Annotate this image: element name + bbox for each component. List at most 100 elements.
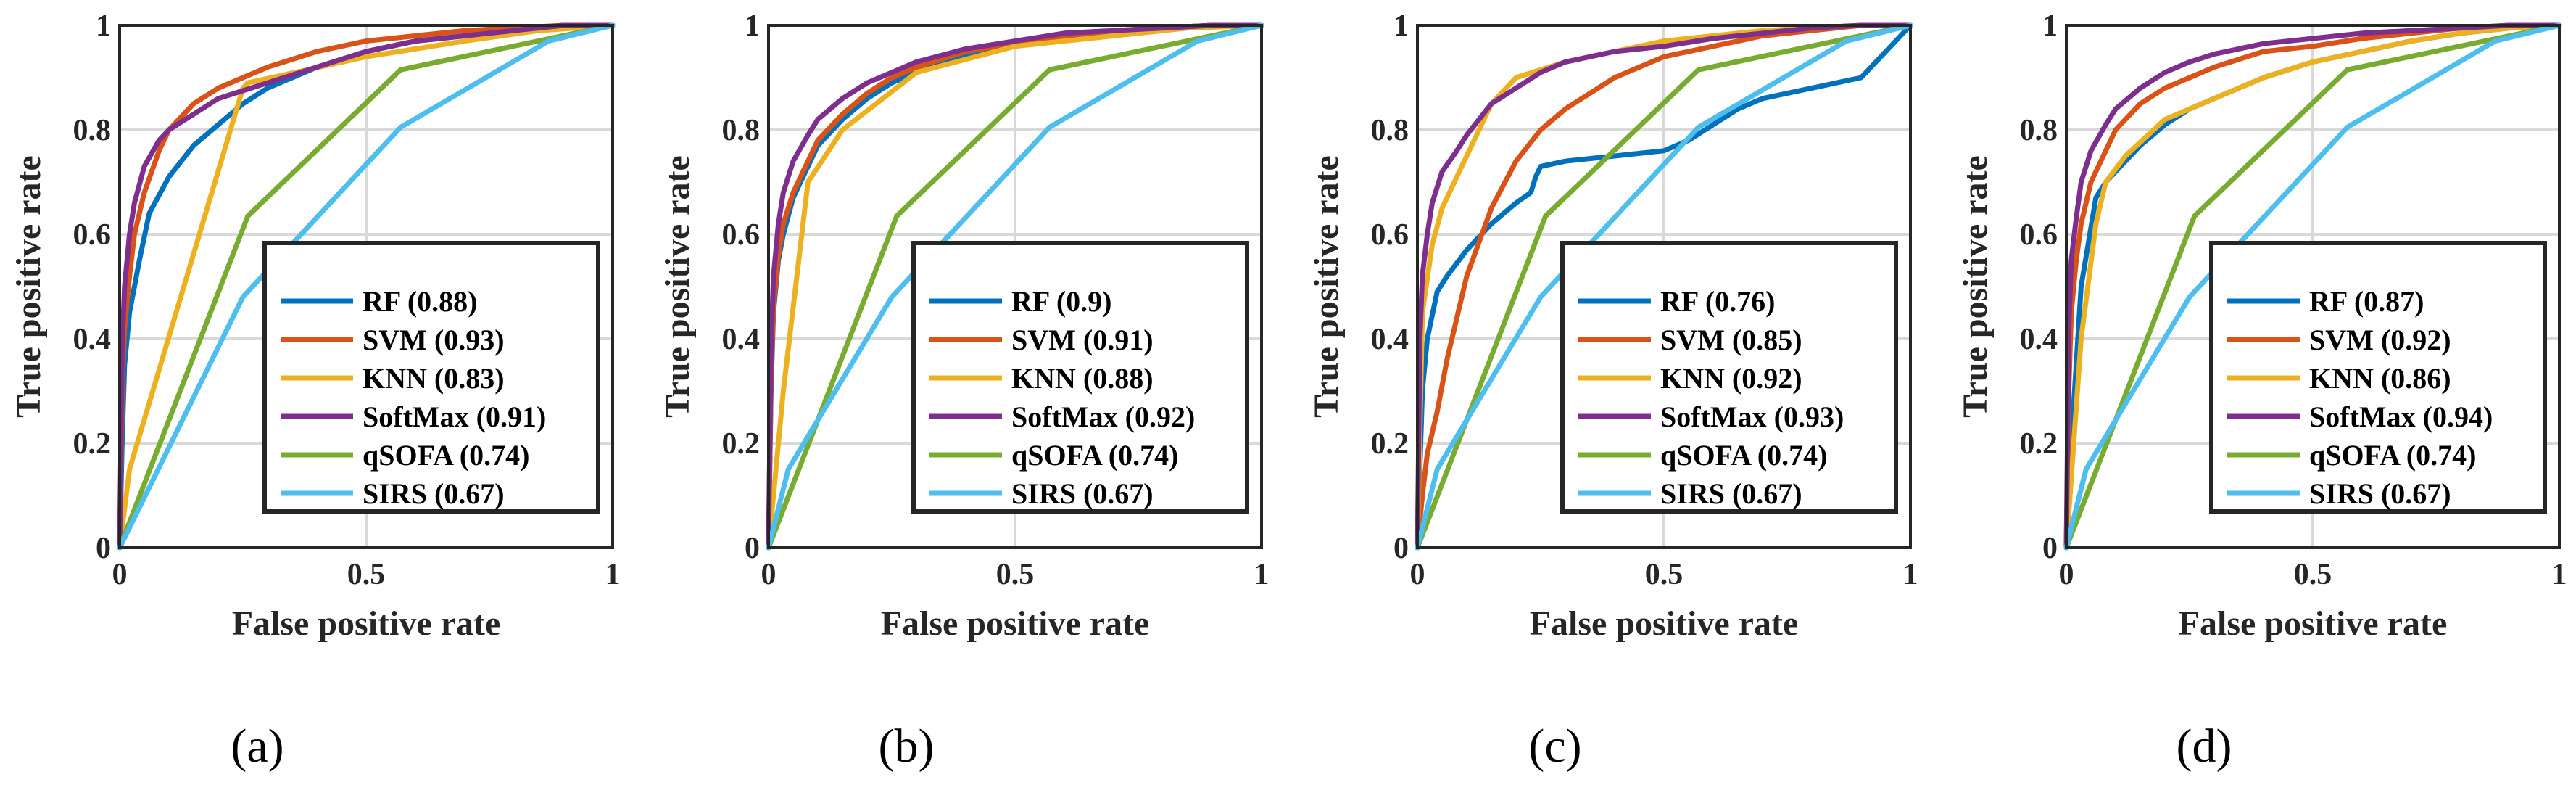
y-tick-label: 0.6 [1371,218,1409,252]
y-tick-label: 1 [96,9,111,43]
series-line-softmax [117,22,616,551]
y-tick-label: 0 [1393,532,1409,565]
x-axis-title: False positive rate [1530,604,1799,643]
y-tick-label: 0.8 [1371,114,1409,147]
y-axis-title: True positive rate [9,155,48,418]
x-axis-title: False positive rate [881,604,1150,643]
x-tick-label: 0.5 [347,558,386,591]
x-tick-label: 0.5 [996,558,1035,591]
series-line-softmax [1415,22,1913,551]
y-tick-label: 0.2 [722,427,761,461]
legend-label-knn: KNN (0.86) [2309,362,2451,395]
y-tick-label: 1 [2042,9,2058,43]
legend-label-rf: RF (0.9) [1011,285,1111,318]
panel-label: (b) [879,720,935,773]
series-line-svm [1415,22,1913,551]
y-tick-label: 0.2 [73,427,112,461]
x-tick-label: 0 [2059,558,2074,591]
legend-label-knn: KNN (0.83) [363,362,505,395]
x-tick-label: 0 [112,558,128,591]
legend-label-softmax: SoftMax (0.94) [2309,400,2493,433]
legend-label-sirs: SIRS (0.67) [1011,477,1154,510]
legend: RF (0.88) SVM (0.93) KNN (0.83) SoftMax (0.… [262,241,600,514]
y-tick-label: 0.6 [2020,218,2058,252]
series-line-sirs [1415,22,1913,551]
series-line-sirs [117,22,616,551]
legend-label-knn: KNN (0.92) [1660,362,1802,395]
legend-label-svm: SVM (0.91) [1011,324,1154,356]
legend-label-qsofa: qSOFA (0.74) [1011,439,1178,472]
y-tick-label: 0.6 [722,218,761,252]
x-tick-label: 0.5 [2294,558,2332,591]
series-line-knn [766,22,1264,551]
y-tick-label: 0.6 [73,218,112,252]
legend-label-sirs: SIRS (0.67) [2309,477,2451,510]
legend-label-rf: RF (0.88) [363,285,477,318]
roc-panel-2: 0 0.5 1 0 0.2 0.4 0.6 0.8 1 False positive rate Tr… [658,9,1270,773]
y-axis-title: True positive rate [658,155,697,418]
axes-box [767,24,1263,549]
x-tick-label: 0 [761,558,776,591]
legend-label-softmax: SoftMax (0.92) [1011,400,1195,433]
series-line-svm [2063,22,2562,551]
x-tick-label: 1 [1254,558,1270,591]
series-line-knn [2063,22,2562,551]
legend-label-qsofa: qSOFA (0.74) [1660,439,1827,472]
series-group [1415,22,1913,551]
x-tick-label: 1 [605,558,621,591]
panel-label: (d) [2177,720,2232,773]
y-axis-title: True positive rate [1307,155,1346,418]
y-tick-label: 0.4 [722,323,761,356]
legend: RF (0.76) SVM (0.85) KNN (0.92) SoftMax (0.… [1560,241,1898,514]
y-tick-label: 0.4 [1371,323,1409,356]
roc-panel-1: 0 0.5 1 0 0.2 0.4 0.6 0.8 1 False positive rate Tr… [9,9,621,773]
y-axis-title: True positive rate [1956,155,1995,418]
legend: RF (0.9) SVM (0.91) KNN (0.88) SoftMax (0.9… [911,241,1249,514]
series-group [766,22,1264,551]
series-line-svm [117,22,616,551]
legend-label-softmax: SoftMax (0.91) [363,400,546,433]
y-tick-label: 1 [1393,9,1409,43]
axes-box [2065,24,2561,549]
x-tick-label: 0 [1410,558,1425,591]
series-line-qsofa [1415,22,1913,551]
series-line-qsofa [766,22,1264,551]
series-group [2063,22,2562,551]
x-axis-title: False positive rate [2179,604,2448,643]
legend-label-sirs: SIRS (0.67) [1660,477,1802,510]
x-tick-label: 1 [1903,558,1918,591]
x-tick-label: 0.5 [1645,558,1683,591]
series-line-sirs [766,22,1264,551]
legend-label-knn: KNN (0.88) [1011,362,1154,395]
legend-label-sirs: SIRS (0.67) [363,477,505,510]
axes-box [118,24,614,549]
legend-label-qsofa: qSOFA (0.74) [363,439,529,472]
series-line-sirs [2063,22,2562,551]
axes-box [1416,24,1912,549]
roc-panel-4: 0 0.5 1 0 0.2 0.4 0.6 0.8 1 False positive rate Tr… [1956,9,2567,773]
y-tick-label: 0.8 [2020,114,2058,147]
series-line-softmax [2063,22,2562,551]
series-group [117,22,616,551]
roc-panel-3: 0 0.5 1 0 0.2 0.4 0.6 0.8 1 False positive rate Tr… [1307,9,1918,773]
y-tick-label: 1 [745,9,760,43]
legend-label-rf: RF (0.76) [1660,285,1775,318]
series-line-rf [1415,22,1913,551]
legend-label-qsofa: qSOFA (0.74) [2309,439,2476,472]
y-tick-label: 0.8 [722,114,761,147]
legend-label-svm: SVM (0.92) [2309,324,2451,356]
y-tick-label: 0.4 [2020,323,2058,356]
legend-label-softmax: SoftMax (0.93) [1660,400,1844,433]
y-tick-label: 0 [96,532,111,565]
series-line-qsofa [117,22,616,551]
legend: RF (0.87) SVM (0.92) KNN (0.86) SoftMax (0.… [2209,241,2547,514]
legend-label-rf: RF (0.87) [2309,285,2424,318]
series-line-softmax [766,22,1264,551]
y-tick-label: 0.8 [73,114,112,147]
x-axis-title: False positive rate [232,604,501,643]
y-tick-label: 0.2 [2020,427,2058,461]
panel-label: (c) [1528,720,1581,773]
series-line-qsofa [2063,22,2562,551]
x-tick-label: 1 [2552,558,2567,591]
